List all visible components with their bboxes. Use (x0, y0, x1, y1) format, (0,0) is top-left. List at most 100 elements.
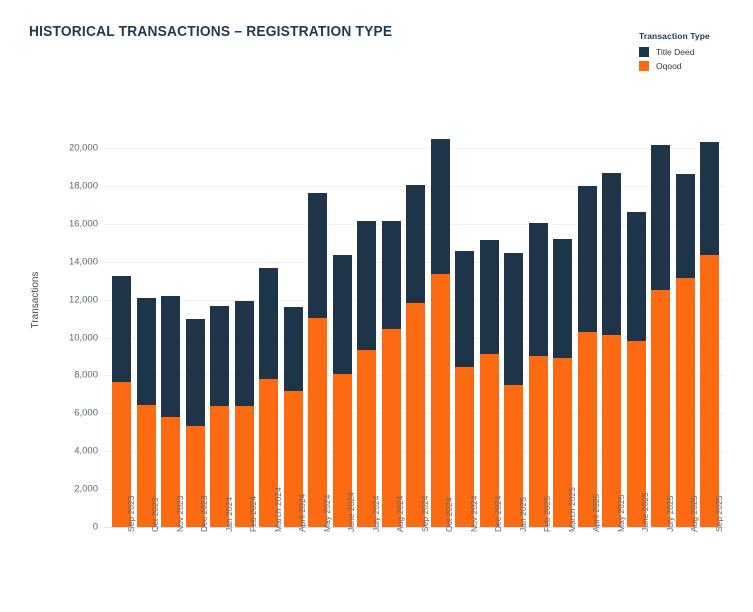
x-axis-tick-label: Feb 2025 (542, 496, 552, 532)
bar-segment-title-deed[interactable] (234, 300, 254, 406)
bar-segment-oqood[interactable] (381, 328, 401, 527)
x-axis-tick-label: June 2024 (346, 492, 356, 532)
bar-segment-oqood[interactable] (675, 277, 695, 527)
legend-item[interactable]: Oqood (639, 61, 749, 71)
bar-segment-oqood[interactable] (210, 405, 229, 527)
bar-group[interactable] (161, 0, 180, 527)
bar-group[interactable] (357, 0, 376, 527)
bar-group[interactable] (234, 0, 254, 527)
bar-segment-title-deed[interactable] (357, 220, 376, 350)
bar-segment-oqood[interactable] (504, 384, 523, 527)
bar-segment-title-deed[interactable] (553, 238, 572, 359)
bar-segment-title-deed[interactable] (161, 295, 180, 418)
bar-segment-title-deed[interactable] (479, 239, 499, 354)
bar-group[interactable] (479, 0, 499, 527)
x-axis-tick-label: July 2025 (664, 495, 675, 532)
bar-segment-title-deed[interactable] (136, 297, 156, 405)
gridline (104, 148, 725, 149)
bar-segment-oqood[interactable] (161, 417, 180, 527)
bar-group[interactable] (675, 0, 695, 527)
bar-segment-oqood[interactable] (553, 358, 572, 527)
legend-item[interactable]: Title Deed (639, 47, 749, 57)
bar-group[interactable] (577, 0, 597, 527)
bar-group[interactable] (528, 0, 548, 527)
bar-segment-title-deed[interactable] (381, 220, 401, 329)
bar-segment-oqood[interactable] (136, 404, 156, 527)
legend-item-label: Oqood (656, 61, 682, 71)
bar-segment-oqood[interactable] (234, 405, 254, 527)
x-axis-tick-label: March 2024 (272, 487, 283, 532)
bar-segment-title-deed[interactable] (283, 307, 303, 391)
bar-segment-oqood[interactable] (577, 331, 597, 527)
bar-segment-oqood[interactable] (651, 290, 670, 527)
bar-segment-oqood[interactable] (283, 390, 303, 527)
x-axis-tick-label: Oct 2023 (150, 497, 160, 533)
bar-segment-oqood[interactable] (112, 382, 131, 527)
bar-segment-title-deed[interactable] (112, 275, 131, 383)
legend-item-label: Title Deed (656, 47, 695, 57)
bar-segment-title-deed[interactable] (455, 251, 474, 367)
y-axis-tick-label: 10,000 (68, 332, 98, 343)
x-axis-tick-label: Sep 2025 (713, 495, 724, 532)
bar-group[interactable] (332, 0, 352, 527)
bar-group[interactable] (651, 0, 670, 527)
x-axis-tick-label: Feb 2024 (248, 496, 258, 532)
bar-group[interactable] (259, 0, 278, 527)
bar-segment-oqood[interactable] (259, 379, 278, 527)
bar-segment-oqood[interactable] (479, 353, 499, 527)
bar-group[interactable] (430, 0, 450, 527)
bar-segment-title-deed[interactable] (406, 184, 425, 304)
bar-segment-oqood[interactable] (406, 303, 425, 527)
bar-segment-title-deed[interactable] (430, 138, 450, 275)
bar-group[interactable] (308, 0, 327, 527)
bar-segment-title-deed[interactable] (308, 192, 327, 318)
bar-segment-oqood[interactable] (455, 366, 474, 527)
bar-group[interactable] (553, 0, 572, 527)
bar-group[interactable] (406, 0, 425, 527)
bar-group[interactable] (112, 0, 131, 527)
bar-segment-title-deed[interactable] (332, 255, 352, 375)
bar-segment-title-deed[interactable] (185, 318, 205, 426)
bar-segment-title-deed[interactable] (504, 253, 523, 385)
y-axis-tick-label: 20,000 (68, 142, 98, 154)
bar-group[interactable] (455, 0, 474, 527)
bar-group[interactable] (602, 0, 621, 527)
x-axis-tick-label: April 2025 (591, 493, 601, 532)
y-axis-tick-label: 14,000 (68, 256, 98, 268)
bar-segment-oqood[interactable] (308, 317, 327, 527)
bar-segment-title-deed[interactable] (210, 306, 229, 406)
bar-group[interactable] (136, 0, 156, 527)
y-axis-tick-label: 0 (92, 521, 98, 533)
legend-swatch-icon (639, 61, 649, 71)
bar-segment-title-deed[interactable] (700, 142, 719, 256)
x-axis-tick-label: Dec 2024 (493, 495, 503, 532)
bar-segment-title-deed[interactable] (259, 268, 278, 380)
bar-group[interactable] (283, 0, 303, 527)
bar-group[interactable] (210, 0, 229, 527)
bar-group[interactable] (700, 0, 719, 527)
bar-segment-oqood[interactable] (528, 356, 548, 527)
bar-group[interactable] (504, 0, 523, 527)
bar-segment-oqood[interactable] (626, 341, 646, 527)
y-axis-ticks: 0 2,000 4,000 6,000 8,000 10,000 12,000 14,000 1… (50, 0, 98, 612)
x-axis-tick-label: May 2025 (615, 494, 626, 532)
bar-segment-oqood[interactable] (700, 255, 719, 527)
bar-group[interactable] (381, 0, 401, 527)
bar-segment-oqood[interactable] (185, 425, 205, 527)
bar-segment-title-deed[interactable] (602, 172, 621, 335)
bar-segment-title-deed[interactable] (675, 173, 695, 278)
bar-segment-oqood[interactable] (602, 334, 621, 527)
bar-group[interactable] (185, 0, 205, 527)
bar-segment-oqood[interactable] (357, 349, 376, 527)
bar-segment-oqood[interactable] (430, 274, 450, 527)
bar-series (104, 0, 725, 612)
bar-segment-title-deed[interactable] (528, 222, 548, 357)
x-axis-tick-label: Oct 2024 (444, 497, 454, 533)
bar-group[interactable] (626, 0, 646, 527)
bar-segment-title-deed[interactable] (651, 145, 670, 291)
bar-segment-oqood[interactable] (332, 374, 352, 527)
y-axis-tick-label: 18,000 (68, 180, 98, 192)
bar-segment-title-deed[interactable] (626, 212, 646, 342)
bar-segment-title-deed[interactable] (577, 185, 597, 332)
